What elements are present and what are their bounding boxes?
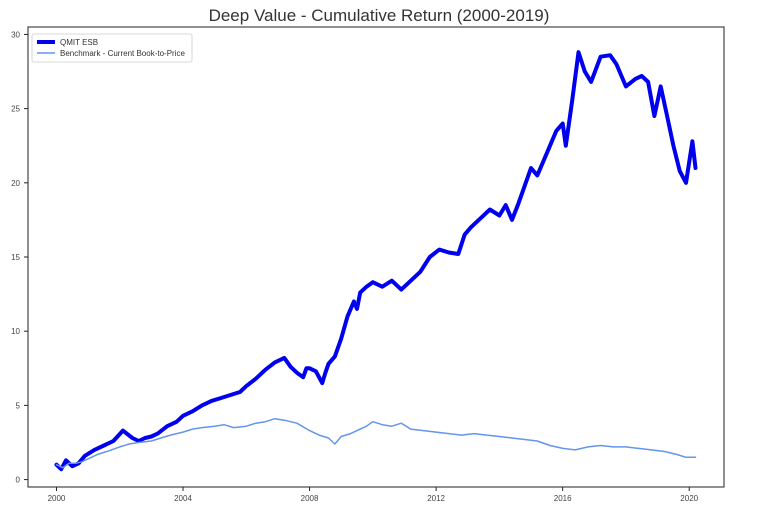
x-tick-label: 2000 bbox=[48, 494, 66, 503]
series-line-1 bbox=[55, 417, 697, 469]
x-tick-label: 2004 bbox=[174, 494, 192, 503]
chart-title: Deep Value - Cumulative Return (2000-201… bbox=[208, 6, 550, 25]
y-tick-label: 30 bbox=[11, 30, 20, 39]
series-line-0 bbox=[54, 50, 698, 472]
legend-label: Benchmark - Current Book-to-Price bbox=[60, 49, 185, 58]
plot-frame bbox=[27, 26, 725, 488]
series-lines bbox=[54, 50, 698, 472]
x-tick-label: 2016 bbox=[554, 494, 572, 503]
legend-box bbox=[31, 33, 193, 63]
legend-label: QMIT ESB bbox=[60, 38, 98, 47]
y-tick-label: 5 bbox=[16, 401, 21, 410]
y-tick-label: 15 bbox=[11, 253, 20, 262]
legend: QMIT ESB Benchmark - Current Book-to-Pric… bbox=[31, 33, 193, 63]
x-tick-label: 2020 bbox=[680, 494, 698, 503]
y-tick-label: 10 bbox=[11, 327, 20, 336]
y-tick-label: 20 bbox=[11, 179, 20, 188]
x-tick-label: 2012 bbox=[427, 494, 445, 503]
y-tick-label: 0 bbox=[16, 476, 21, 485]
x-tick-label: 2008 bbox=[301, 494, 319, 503]
y-tick-label: 25 bbox=[11, 105, 20, 114]
axes: 2000 2004 2008 2012 2016 2020 0 5 10 15 20 25 30 bbox=[11, 30, 699, 503]
